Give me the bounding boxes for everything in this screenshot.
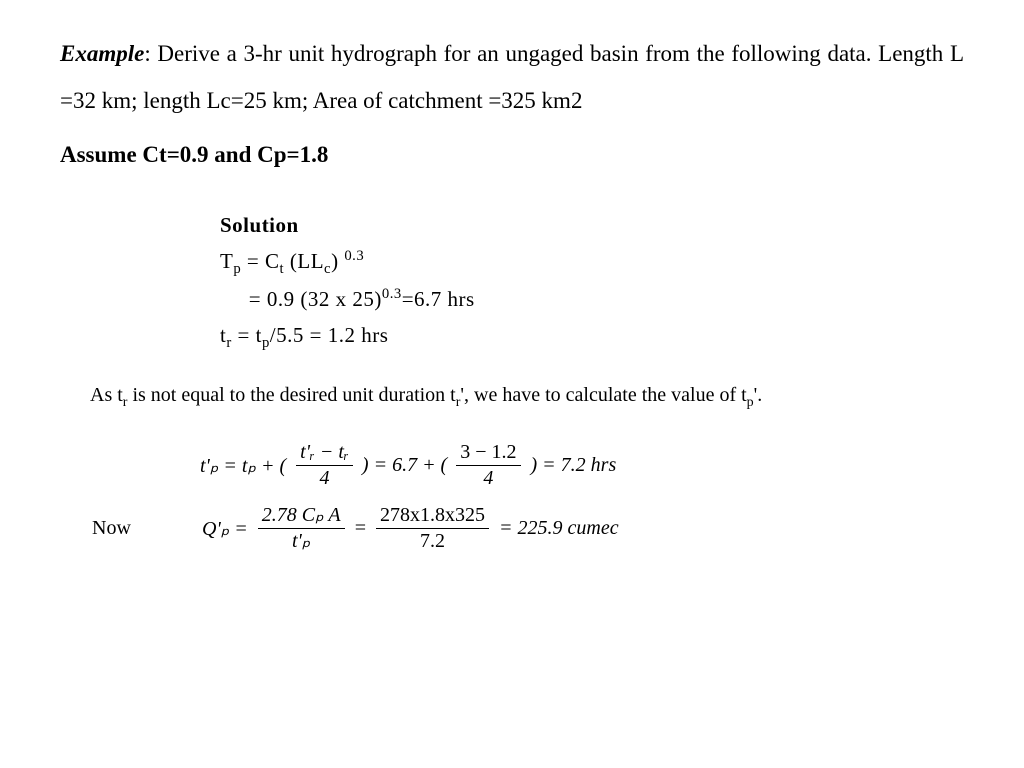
eq1-lhs: t'ₚ = tₚ + ( xyxy=(200,453,286,478)
page: Example: Derive a 3-hr unit hydrograph f… xyxy=(0,0,1024,597)
problem-statement: Example: Derive a 3-hr unit hydrograph f… xyxy=(60,30,964,124)
eq1-frac1: t'ᵣ − tᵣ 4 xyxy=(296,441,353,490)
eq2-lhs: Q'ₚ = xyxy=(202,516,248,541)
problem-body: Derive a 3-hr unit hydrograph for an ung… xyxy=(60,41,964,113)
assumption-line: Assume Ct=0.9 and Cp=1.8 xyxy=(60,142,964,168)
solution-title: Solution xyxy=(220,208,964,244)
eq2-frac1: 2.78 Cₚ A t'ₚ xyxy=(258,504,345,553)
solution-line-2: = 0.9 (32 x 25)0.3=6.7 hrs xyxy=(220,282,964,318)
equation-tp-prime: t'ₚ = tₚ + ( t'ᵣ − tᵣ 4 ) = 6.7 + ( 3 − … xyxy=(60,441,964,490)
eq1-rhs: ) = 7.2 hrs xyxy=(531,454,617,477)
solution-block: Solution Tp = Ct (LLc) 0.3 = 0.9 (32 x 2… xyxy=(220,208,964,356)
example-label: Example xyxy=(60,41,144,66)
eq1-mid: ) = 6.7 + ( xyxy=(362,454,447,477)
eq2-label: Now xyxy=(60,517,202,540)
solution-line-1: Tp = Ct (LLc) 0.3 xyxy=(220,244,964,282)
example-sep: : xyxy=(144,41,157,66)
eq2-frac2: 278x1.8x325 7.2 xyxy=(376,504,489,553)
eq2-rhs: = 225.9 cumec xyxy=(499,517,619,540)
note-line: As tr is not equal to the desired unit d… xyxy=(90,384,934,411)
eq2-mid: = xyxy=(354,517,368,540)
solution-line-3: tr = tp/5.5 = 1.2 hrs xyxy=(220,318,964,356)
equation-qp-prime: Now Q'ₚ = 2.78 Cₚ A t'ₚ = 278x1.8x325 7.… xyxy=(60,504,964,553)
eq1-frac2: 3 − 1.2 4 xyxy=(456,441,520,490)
